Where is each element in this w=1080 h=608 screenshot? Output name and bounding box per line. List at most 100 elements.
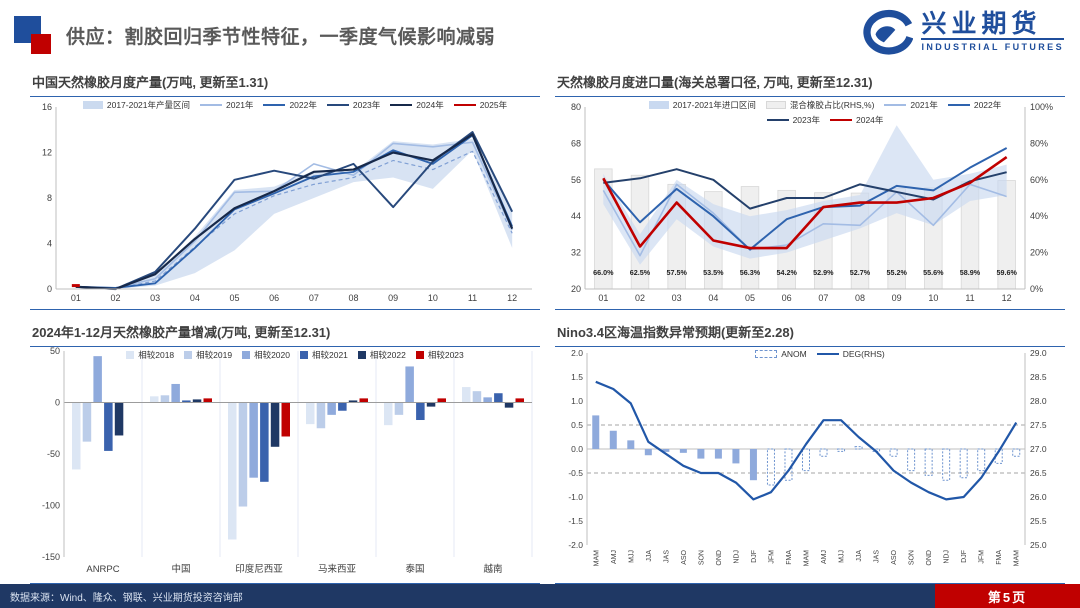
legend-item: 相较2022 [357, 349, 406, 361]
legend-item: 2024年 [830, 114, 883, 126]
svg-text:26.5: 26.5 [1030, 468, 1047, 478]
legend-label: 2021年 [226, 100, 254, 110]
svg-text:12: 12 [1002, 293, 1012, 303]
legend-item: DEG(RHS) [816, 349, 885, 359]
legend-swatch [184, 351, 193, 359]
svg-text:52.7%: 52.7% [850, 268, 871, 277]
data-source-text: 数据来源：Wind、隆众、钢联、兴业期货投资咨询部 [10, 592, 243, 604]
chart-legend: 2017-2021年进口区间 混合橡胶占比(RHS,%) 2021年 2022年 202… [645, 99, 1005, 126]
chart-title-production-change: 2024年1-12月天然橡胶产量增减(万吨, 更新至12.31) [30, 322, 540, 347]
svg-text:DJF: DJF [751, 550, 758, 563]
legend-label: 相较2018 [138, 350, 175, 360]
legend-label: 2023年 [792, 115, 820, 125]
panel-nino34: Nino3.4区海温指数异常预期(更新至2.28) 2.0 1.5 1.0 0.5 0.… [555, 322, 1065, 584]
footer: 数据来源：Wind、隆众、钢联、兴业期货投资咨询部 第5页 [0, 584, 1080, 608]
legend-swatch [326, 104, 349, 106]
legend-item: 相较2020 [242, 349, 290, 361]
svg-text:11: 11 [965, 293, 974, 303]
svg-text:MAM: MAM [804, 550, 811, 567]
legend-item: 2021年 [200, 99, 253, 111]
legend-label: 相较2022 [369, 350, 406, 360]
svg-text:NDJ: NDJ [944, 550, 951, 564]
legend-label: 相较2023 [427, 350, 464, 360]
svg-text:1.0: 1.0 [571, 396, 583, 406]
svg-text:12: 12 [507, 293, 517, 303]
svg-text:0: 0 [47, 284, 52, 294]
svg-text:8: 8 [47, 193, 52, 203]
svg-text:16: 16 [42, 102, 52, 112]
svg-text:2.0: 2.0 [571, 348, 583, 358]
legend-item: 2023年 [326, 99, 381, 111]
svg-text:4: 4 [47, 239, 52, 249]
svg-text:11: 11 [468, 293, 477, 303]
legend-label: 2021年 [910, 100, 938, 110]
svg-text:26.0: 26.0 [1030, 492, 1047, 502]
legend-item: 相较2019 [184, 349, 232, 361]
svg-text:04: 04 [190, 293, 200, 303]
legend-label: ANOM [781, 349, 807, 359]
svg-text:68: 68 [571, 138, 581, 148]
legend-swatch [126, 351, 135, 359]
svg-text:03: 03 [672, 293, 682, 303]
panel-production-change: 2024年1-12月天然橡胶产量增减(万吨, 更新至12.31) 50 0 -50 -… [30, 322, 540, 584]
svg-text:越南: 越南 [483, 563, 502, 575]
legend-swatch [816, 353, 839, 355]
svg-text:57.5%: 57.5% [666, 268, 687, 277]
legend-swatch [390, 104, 413, 106]
svg-text:55.6%: 55.6% [923, 268, 944, 277]
legend-swatch [242, 351, 251, 359]
svg-text:-1.5: -1.5 [568, 516, 583, 526]
chart-title-china-production: 中国天然橡胶月度产量(万吨, 更新至1.31) [30, 72, 540, 97]
legend-label: 相较2020 [254, 350, 290, 360]
legend-label: 2022年 [289, 100, 317, 110]
legend-swatch [884, 104, 907, 106]
svg-text:02: 02 [110, 293, 120, 303]
svg-text:20: 20 [571, 284, 581, 294]
svg-text:0%: 0% [1030, 284, 1043, 294]
svg-text:05: 05 [745, 293, 755, 303]
svg-text:印度尼西亚: 印度尼西亚 [235, 563, 283, 575]
svg-text:27.0: 27.0 [1030, 444, 1047, 454]
svg-text:06: 06 [782, 293, 792, 303]
chart-legend: 相较2018 相较2019 相较2020 相较2021 相较2022 相较2023 [60, 349, 530, 361]
svg-text:MJJ: MJJ [628, 550, 635, 563]
legend-item: 相较2023 [415, 349, 464, 361]
svg-text:06: 06 [269, 293, 279, 303]
chart-legend: ANOM DEG(RHS) [585, 349, 1055, 359]
page-number: 第5页 [987, 589, 1028, 605]
legend-item: 2017-2021年产量区间 [82, 99, 191, 111]
logo-english-name: INDUSTRIAL FUTURES [921, 38, 1064, 52]
svg-text:32: 32 [571, 248, 581, 258]
legend-label: 2017-2021年进口区间 [672, 100, 756, 110]
svg-text:MAM: MAM [593, 550, 600, 567]
legend-item: 2017-2021年进口区间 [648, 99, 756, 111]
svg-text:JFM: JFM [979, 550, 986, 564]
svg-text:-2.0: -2.0 [568, 540, 583, 550]
legend-item: 2021年 [884, 99, 938, 111]
legend-item: 2023年 [766, 114, 820, 126]
svg-text:03: 03 [150, 293, 160, 303]
chart-title-imports: 天然橡胶月度进口量(海关总署口径, 万吨, 更新至12.31) [555, 72, 1065, 97]
chart-title-nino34: Nino3.4区海温指数异常预期(更新至2.28) [555, 322, 1065, 347]
svg-text:JAS: JAS [663, 550, 670, 563]
svg-text:08: 08 [348, 293, 358, 303]
legend-swatch [82, 101, 103, 109]
chart-production-change: 50 0 -50 -100 -150 ANRPC 中国 印度尼西亚 马来西亚 泰国 越南 相较2018… [30, 347, 540, 581]
svg-text:07: 07 [309, 293, 319, 303]
svg-text:01: 01 [71, 293, 81, 303]
svg-text:29.0: 29.0 [1030, 348, 1047, 358]
svg-text:02: 02 [635, 293, 645, 303]
svg-text:50: 50 [50, 347, 60, 356]
svg-text:100%: 100% [1030, 102, 1053, 112]
svg-text:54.2%: 54.2% [776, 268, 797, 277]
svg-text:27.5: 27.5 [1030, 420, 1047, 430]
legend-label: 2023年 [352, 100, 381, 110]
svg-text:ASO: ASO [681, 549, 688, 564]
legend-label: 2024年 [856, 115, 884, 125]
legend-label: 2017-2021年产量区间 [106, 100, 191, 110]
legend-swatch [766, 119, 789, 121]
svg-text:58.9%: 58.9% [960, 268, 981, 277]
legend-swatch [648, 101, 669, 109]
header-accent-red-square [31, 34, 51, 54]
